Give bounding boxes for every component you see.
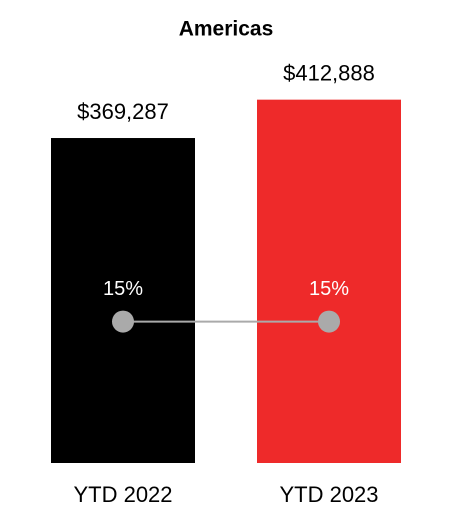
chart-title: Americas xyxy=(179,18,274,41)
x-tick-label: YTD 2022 xyxy=(73,482,172,507)
point xyxy=(318,310,340,333)
bar xyxy=(51,138,195,463)
value-label: $369,287 xyxy=(77,99,169,124)
point xyxy=(112,310,134,333)
x-tick-label: YTD 2023 xyxy=(279,482,378,507)
value-label: 15% xyxy=(309,278,349,300)
value-label: $412,888 xyxy=(283,60,375,85)
value-label: 15% xyxy=(103,278,143,300)
bar xyxy=(257,99,401,463)
